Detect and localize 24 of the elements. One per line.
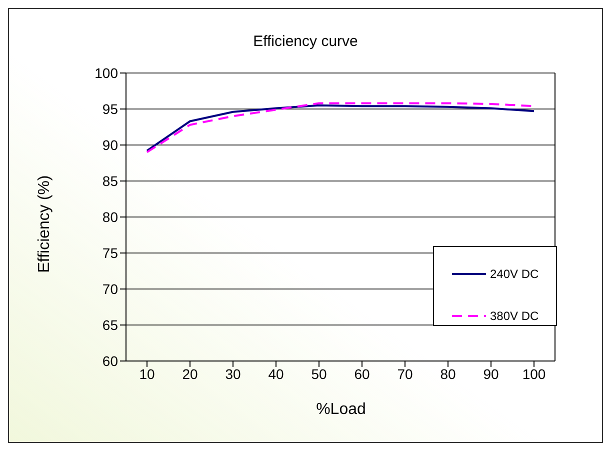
- y-tick-label: 90: [102, 136, 118, 153]
- y-tick-label: 80: [102, 208, 118, 225]
- x-tick-label: 20: [182, 366, 198, 382]
- chart-title: Efficiency curve: [252, 33, 359, 50]
- x-tick-label: 50: [311, 366, 327, 382]
- x-tick-label: 30: [225, 366, 241, 382]
- x-tick-label: 60: [354, 366, 370, 382]
- y-axis-title: Efficiency (%): [36, 175, 54, 273]
- y-tick-label: 95: [102, 100, 118, 117]
- y-tick-label: 75: [102, 244, 118, 261]
- y-tick-label: 85: [102, 172, 118, 189]
- x-tick-label: 70: [397, 366, 413, 382]
- y-tick-label: 70: [102, 280, 118, 297]
- x-tick-label: 80: [440, 366, 456, 382]
- x-tick-label: 100: [522, 366, 546, 382]
- x-tick-label: 40: [268, 366, 284, 382]
- x-tick-label: 10: [139, 366, 155, 382]
- x-axis-title: %Load: [315, 401, 367, 419]
- y-tick-label: 65: [102, 316, 118, 333]
- x-tick-label: 90: [483, 366, 499, 382]
- y-tick-label: 60: [102, 352, 118, 369]
- legend-label: 380V DC: [490, 309, 539, 323]
- legend-label: 240V DC: [490, 267, 539, 281]
- y-tick-label: 100: [94, 64, 118, 81]
